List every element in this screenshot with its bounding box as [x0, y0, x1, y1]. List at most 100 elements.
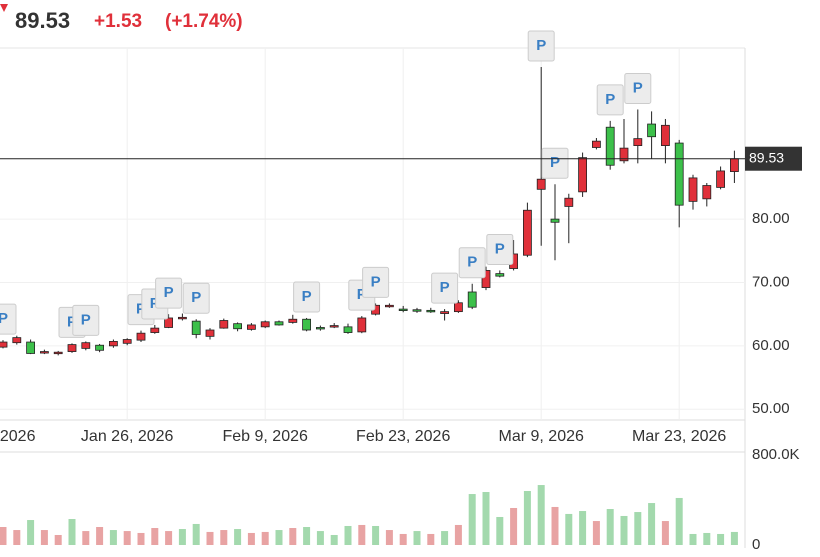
marker-label: P	[136, 301, 146, 318]
marker-label: P	[150, 295, 160, 312]
candle-body	[440, 311, 450, 314]
volume-bar	[482, 492, 490, 545]
volume-tick-label: 0	[752, 536, 760, 553]
candle-body	[288, 318, 298, 323]
volume-bar	[192, 523, 200, 545]
volume-bar	[675, 497, 683, 545]
candle-body	[536, 178, 546, 190]
volume-bar	[178, 529, 186, 545]
candle-body	[95, 344, 104, 351]
marker-label: P	[357, 286, 367, 303]
candle-body	[467, 291, 477, 308]
candle-body	[12, 337, 22, 344]
x-tick-label: Jan 26, 2026	[81, 428, 174, 445]
candle-body	[164, 317, 174, 328]
volume-bar	[427, 533, 435, 545]
volume-bar	[247, 532, 255, 545]
marker-label: P	[440, 279, 450, 296]
x-tick-label: Mar 9, 2026	[499, 428, 584, 445]
last-price-label: 89.53	[749, 149, 784, 165]
candle-body	[550, 218, 560, 223]
candle-body	[53, 351, 63, 355]
marker-box	[458, 247, 486, 279]
volume-bar	[579, 511, 587, 545]
volume-bar	[151, 528, 159, 545]
candle-body	[274, 321, 284, 326]
volume-bar	[537, 485, 545, 545]
x-tick-label: Feb 9, 2026	[222, 428, 308, 445]
candle-body	[315, 327, 325, 330]
volume-bar	[206, 531, 214, 545]
change-percent: (+1.74%)	[165, 11, 243, 32]
volume-bar	[0, 527, 7, 545]
candle-body	[219, 320, 229, 329]
candle-body	[109, 341, 118, 347]
volume-bar	[220, 530, 228, 545]
candle-body	[426, 309, 436, 313]
volume-tick-label: 800.0K	[752, 446, 800, 463]
candle-body	[329, 325, 339, 328]
volume-bar	[565, 513, 573, 545]
volume-bar	[648, 503, 656, 545]
x-tick-label: Jan 12, 2026	[0, 428, 36, 445]
candle-body	[136, 332, 146, 341]
candle-body	[481, 270, 491, 288]
marker-label: P	[536, 37, 546, 54]
marker-box	[0, 303, 17, 335]
marker-box	[596, 84, 624, 116]
marker-label: P	[164, 284, 174, 301]
marker-box	[72, 304, 100, 336]
volume-bar	[606, 509, 614, 545]
volume-bar	[468, 494, 476, 545]
volume-bar	[289, 528, 297, 545]
volume-bar	[109, 530, 117, 545]
volume-bar	[454, 524, 462, 545]
candle-body	[302, 318, 312, 331]
marker-label: P	[81, 311, 91, 328]
volume-bar	[261, 531, 269, 545]
last-price-box	[745, 146, 802, 171]
volume-bar	[303, 527, 311, 545]
candle-body	[564, 197, 574, 207]
candle-body	[177, 316, 187, 320]
candle-body	[523, 209, 532, 256]
volume-bar	[592, 521, 600, 545]
volume-bar	[634, 512, 642, 545]
change: +1.53	[94, 11, 142, 32]
marker-label: P	[550, 154, 560, 171]
marker-box	[624, 72, 652, 104]
volume-bar	[96, 527, 104, 545]
candle-body	[150, 327, 160, 333]
volume-bar	[399, 533, 407, 545]
candle-body	[453, 302, 463, 313]
marker-box	[527, 30, 555, 62]
marker-box	[182, 282, 210, 314]
volume-bar	[13, 530, 21, 545]
price: 89.53	[15, 8, 70, 33]
plot-layer: 50.00 60.00 70.00 80.00 0 800.0K Jan 12, 2026 J…	[0, 30, 802, 553]
candle-body	[633, 138, 643, 146]
marker-label: P	[495, 240, 505, 257]
volume-bar	[40, 530, 48, 545]
volume-bar	[661, 521, 669, 545]
volume-bar	[372, 525, 380, 545]
candle-body	[605, 126, 615, 166]
marker-box	[293, 281, 321, 313]
volume-bar	[358, 524, 366, 545]
marker-label: P	[467, 254, 477, 271]
volume-bar	[54, 534, 62, 545]
candle-body	[122, 339, 132, 344]
candle-body	[716, 170, 725, 188]
volume-bar	[523, 491, 531, 545]
volume-bar	[717, 533, 725, 545]
marker-label: P	[191, 289, 201, 306]
volume-bar	[689, 533, 697, 545]
volume-bar	[27, 520, 35, 545]
y-tick-label: 80.00	[752, 210, 790, 227]
x-tick-label: Feb 23, 2026	[356, 428, 450, 445]
volume-bar	[441, 531, 449, 545]
volume-bar	[730, 531, 738, 545]
candle-body	[384, 304, 394, 308]
candle-body	[233, 323, 243, 330]
